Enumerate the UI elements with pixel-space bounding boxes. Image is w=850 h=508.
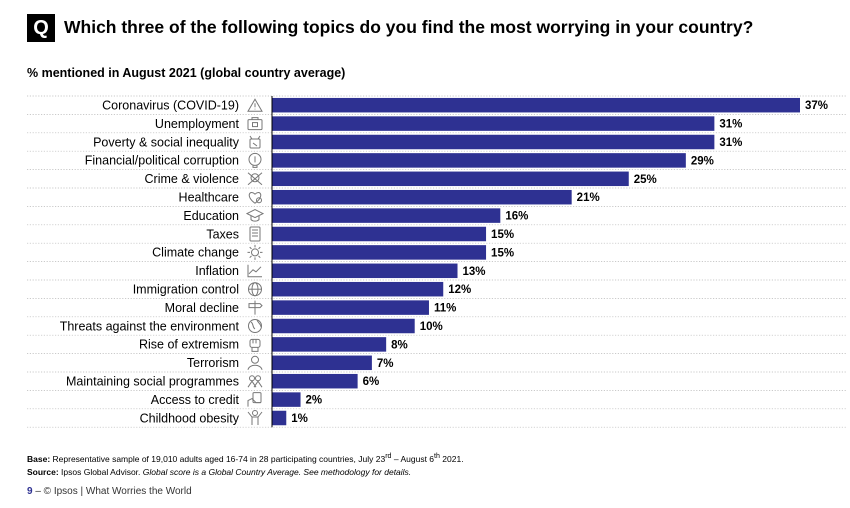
- source-label: Source:: [27, 467, 59, 477]
- bar: [272, 263, 458, 279]
- corruption-icon: [248, 152, 262, 168]
- credit-hand-icon: [247, 392, 262, 407]
- bar-chart: Coronavirus (COVID-19) 37% Unemployment 31%…: [27, 95, 846, 428]
- base-text: Representative sample of 19,010 adults a…: [52, 453, 386, 464]
- category-label: Financial/political corruption: [85, 154, 239, 168]
- value-label: 29%: [691, 155, 714, 167]
- value-label: 31%: [719, 137, 742, 149]
- value-label: 12%: [448, 284, 471, 296]
- value-label: 2%: [306, 395, 323, 407]
- category-label: Education: [183, 209, 239, 223]
- value-label: 1%: [291, 413, 308, 425]
- bar: [272, 337, 387, 352]
- category-label: Childhood obesity: [140, 411, 240, 425]
- base-label: Base:: [27, 453, 51, 464]
- base-end: 2021.: [439, 453, 464, 464]
- bar: [272, 355, 372, 371]
- category-label: Threats against the environment: [60, 319, 240, 333]
- value-label: 11%: [434, 303, 456, 315]
- source-note: Source: Ipsos Global Advisor. Global sco…: [27, 467, 411, 477]
- category-label: Poverty & social inequality: [93, 135, 240, 149]
- value-label: 31%: [719, 119, 742, 131]
- value-label: 25%: [634, 174, 657, 186]
- category-label: Unemployment: [155, 117, 240, 131]
- bar: [272, 281, 444, 297]
- category-label: Taxes: [206, 227, 239, 241]
- category-label: Immigration control: [133, 283, 239, 297]
- bar: [272, 153, 686, 168]
- signpost-icon: [248, 300, 263, 315]
- tax-document-icon: [249, 226, 261, 242]
- source-text: Ipsos Global Advisor.: [61, 467, 141, 477]
- category-label: Healthcare: [179, 191, 239, 205]
- category-label: Rise of extremism: [139, 338, 239, 352]
- bar: [272, 97, 800, 113]
- category-label: Moral decline: [165, 301, 239, 315]
- page-footer: 9 – © Ipsos | What Worries the World: [27, 486, 192, 497]
- earth-icon: [248, 319, 262, 333]
- globe-icon: [248, 282, 262, 297]
- bar: [272, 226, 487, 242]
- briefcase-icon: [247, 117, 263, 131]
- value-label: 13%: [463, 266, 486, 278]
- value-label: 15%: [491, 247, 514, 259]
- source-italic: Global score is a Global Country Average…: [142, 467, 412, 477]
- bar: [272, 373, 358, 389]
- bar: [272, 318, 415, 334]
- base-note: Base: Representative sample of 19,010 ad…: [27, 452, 464, 464]
- bar: [272, 410, 287, 426]
- healthcare-icon: [248, 192, 262, 204]
- category-label: Climate change: [152, 246, 239, 260]
- graduation-cap-icon: [245, 209, 265, 222]
- sun-icon: [247, 244, 263, 260]
- value-label: 16%: [505, 211, 528, 223]
- chart-subtitle: % mentioned in August 2021 (global count…: [27, 66, 346, 80]
- line-chart-icon: [247, 264, 262, 278]
- bar: [272, 245, 487, 260]
- base-sup-th: th: [434, 452, 440, 460]
- child-icon: [247, 410, 263, 425]
- bar: [272, 134, 715, 150]
- value-label: 15%: [491, 229, 514, 241]
- bar: [272, 116, 715, 131]
- base-mid: – August 6: [391, 453, 435, 464]
- page-footer-text: – © Ipsos | What Worries the World: [35, 486, 192, 497]
- category-label: Crime & violence: [145, 172, 240, 186]
- base-sup-rd: rd: [385, 452, 392, 460]
- category-label: Maintaining social programmes: [66, 375, 239, 389]
- value-label: 7%: [377, 358, 394, 370]
- question-badge: Q: [27, 14, 55, 42]
- warning-icon: [247, 98, 263, 112]
- page-title: Which three of the following topics do y…: [64, 17, 754, 37]
- category-label: Terrorism: [187, 356, 239, 370]
- category-label: Inflation: [195, 264, 239, 278]
- value-label: 10%: [420, 321, 443, 333]
- bar: [272, 300, 429, 315]
- person-icon: [247, 355, 263, 370]
- value-label: 6%: [363, 376, 380, 388]
- bar: [272, 392, 301, 407]
- value-label: 37%: [805, 100, 828, 112]
- fist-icon: [249, 338, 261, 352]
- poverty-icon: [249, 135, 261, 149]
- category-label: Coronavirus (COVID-19): [102, 99, 239, 113]
- page-number: 9: [27, 486, 33, 497]
- bar: [272, 208, 501, 223]
- value-label: 21%: [577, 192, 600, 204]
- crime-icon: [247, 172, 263, 186]
- bar: [272, 171, 629, 187]
- category-label: Access to credit: [151, 393, 240, 407]
- value-label: 8%: [391, 339, 408, 351]
- bar: [272, 189, 572, 205]
- people-icon: [247, 375, 263, 388]
